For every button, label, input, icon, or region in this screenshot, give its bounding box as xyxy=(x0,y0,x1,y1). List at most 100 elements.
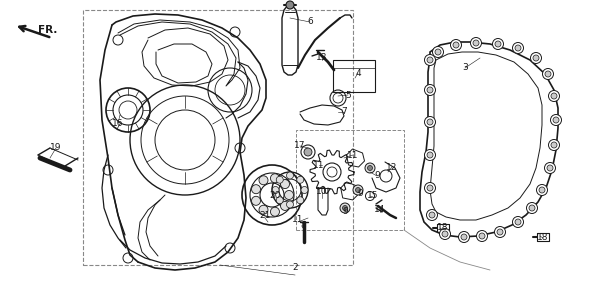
Circle shape xyxy=(270,174,280,183)
Circle shape xyxy=(287,172,293,179)
Circle shape xyxy=(515,219,521,225)
Circle shape xyxy=(304,148,312,156)
Text: 11: 11 xyxy=(313,160,325,169)
Circle shape xyxy=(442,231,448,237)
Circle shape xyxy=(536,185,548,196)
Circle shape xyxy=(365,163,375,173)
Bar xyxy=(296,130,404,230)
Circle shape xyxy=(539,187,545,193)
Circle shape xyxy=(343,206,348,210)
Circle shape xyxy=(453,42,459,48)
Circle shape xyxy=(461,234,467,240)
Text: 5: 5 xyxy=(345,91,351,100)
Text: 14: 14 xyxy=(374,206,386,215)
Circle shape xyxy=(427,57,433,63)
Circle shape xyxy=(276,176,283,183)
Text: 10: 10 xyxy=(316,188,328,197)
Circle shape xyxy=(297,197,304,204)
Circle shape xyxy=(493,39,503,49)
Circle shape xyxy=(301,187,308,194)
Circle shape xyxy=(479,233,485,239)
Circle shape xyxy=(259,176,268,185)
Circle shape xyxy=(272,187,279,194)
Text: 11: 11 xyxy=(292,216,304,225)
Bar xyxy=(333,60,375,92)
Text: 15: 15 xyxy=(367,191,379,200)
Circle shape xyxy=(549,139,559,150)
Circle shape xyxy=(251,185,261,194)
Text: 9: 9 xyxy=(374,172,380,181)
Circle shape xyxy=(365,191,375,200)
Circle shape xyxy=(513,42,523,54)
Circle shape xyxy=(340,203,350,213)
Circle shape xyxy=(550,114,562,126)
Text: 13: 13 xyxy=(316,54,328,63)
Circle shape xyxy=(495,41,501,47)
Circle shape xyxy=(424,85,435,95)
Bar xyxy=(83,10,353,265)
Text: 19: 19 xyxy=(50,144,62,153)
Circle shape xyxy=(280,180,290,188)
Text: 11: 11 xyxy=(348,150,359,160)
Circle shape xyxy=(435,49,441,55)
Circle shape xyxy=(301,145,315,159)
Circle shape xyxy=(276,197,283,204)
Text: 8: 8 xyxy=(300,221,306,229)
Circle shape xyxy=(545,71,551,77)
Circle shape xyxy=(427,152,433,158)
Circle shape xyxy=(526,203,537,213)
Text: 12: 12 xyxy=(386,163,398,172)
Circle shape xyxy=(284,191,293,200)
Circle shape xyxy=(547,165,553,171)
Circle shape xyxy=(551,93,557,99)
Circle shape xyxy=(280,201,290,210)
Circle shape xyxy=(259,205,268,214)
Circle shape xyxy=(287,201,293,208)
Circle shape xyxy=(553,117,559,123)
Text: 9: 9 xyxy=(342,206,348,216)
Circle shape xyxy=(424,116,435,128)
Circle shape xyxy=(297,176,304,183)
Circle shape xyxy=(545,163,556,173)
Circle shape xyxy=(270,207,280,216)
Text: 3: 3 xyxy=(462,64,468,73)
Text: FR.: FR. xyxy=(38,25,58,35)
Circle shape xyxy=(549,91,559,101)
Text: 2: 2 xyxy=(292,263,298,272)
Circle shape xyxy=(432,46,444,57)
Circle shape xyxy=(424,54,435,66)
Text: 16: 16 xyxy=(112,119,124,128)
Text: 6: 6 xyxy=(307,17,313,26)
Text: 7: 7 xyxy=(341,107,347,116)
Circle shape xyxy=(477,231,487,241)
Circle shape xyxy=(368,166,372,170)
Circle shape xyxy=(429,212,435,218)
Text: 18: 18 xyxy=(437,224,449,232)
Text: 17: 17 xyxy=(294,141,306,150)
Circle shape xyxy=(551,142,557,148)
Circle shape xyxy=(353,185,363,195)
Circle shape xyxy=(530,52,542,64)
Circle shape xyxy=(497,229,503,235)
Circle shape xyxy=(251,196,261,205)
Circle shape xyxy=(380,170,392,182)
Circle shape xyxy=(427,87,433,93)
Circle shape xyxy=(533,55,539,61)
Circle shape xyxy=(356,188,360,193)
Text: 20: 20 xyxy=(269,191,281,200)
Circle shape xyxy=(542,69,553,79)
Circle shape xyxy=(427,209,438,221)
Circle shape xyxy=(286,1,294,9)
Circle shape xyxy=(451,39,461,51)
Circle shape xyxy=(473,40,479,46)
Text: 21: 21 xyxy=(260,210,271,219)
Circle shape xyxy=(515,45,521,51)
Circle shape xyxy=(427,185,433,191)
Text: 18: 18 xyxy=(537,232,549,241)
Circle shape xyxy=(427,119,433,125)
Circle shape xyxy=(458,231,470,243)
Circle shape xyxy=(424,150,435,160)
Circle shape xyxy=(529,205,535,211)
Circle shape xyxy=(470,38,481,48)
Circle shape xyxy=(494,226,506,237)
